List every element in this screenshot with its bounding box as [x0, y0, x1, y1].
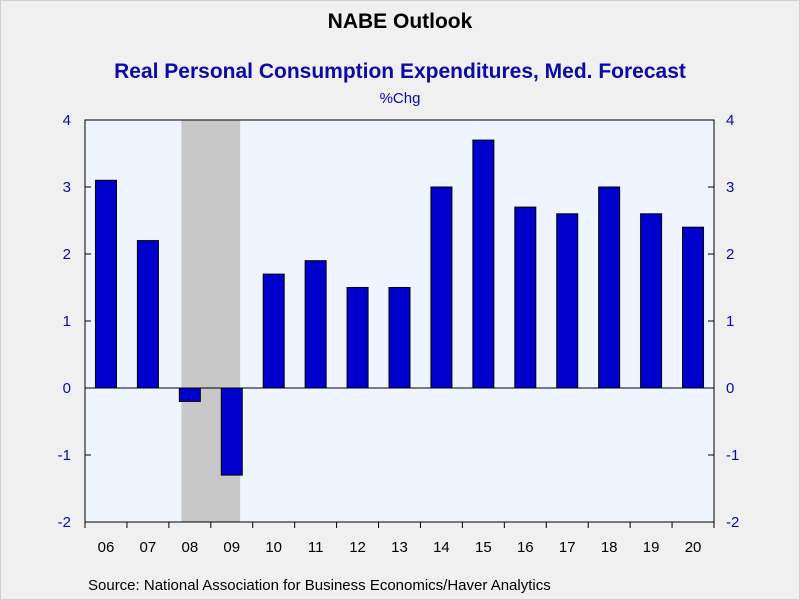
y-tick-label-left: 1: [63, 313, 71, 330]
y-tick-label-left: -1: [58, 447, 71, 464]
bar-11: [304, 260, 327, 389]
y-tick-label-left: 0: [63, 380, 71, 397]
bar-13: [388, 287, 411, 389]
x-tick-label-12: 12: [349, 539, 366, 556]
bar-18: [598, 186, 621, 389]
bar-20: [682, 226, 705, 389]
y-tick-label-right: 3: [726, 179, 734, 196]
x-tick-label-07: 07: [140, 539, 157, 556]
x-tick-label-10: 10: [265, 539, 282, 556]
x-tick-label-08: 08: [181, 539, 198, 556]
y-tick-label-right: 0: [726, 380, 734, 397]
x-tick-label-16: 16: [517, 539, 534, 556]
y-tick-label-right: -2: [726, 514, 739, 531]
source-note: Source: National Association for Busines…: [88, 577, 551, 594]
y-tick-label-right: -1: [726, 447, 739, 464]
y-tick-label-left: -2: [58, 514, 71, 531]
x-tick-label-11: 11: [308, 539, 324, 556]
x-tick-label-15: 15: [475, 539, 492, 556]
bar-10: [262, 273, 285, 389]
bar-17: [556, 213, 579, 389]
y-tick-label-left: 2: [63, 246, 71, 263]
y-tick-label-right: 1: [726, 313, 734, 330]
x-tick-label-20: 20: [685, 539, 702, 556]
bar-08: [178, 387, 201, 402]
x-tick-label-18: 18: [601, 539, 618, 556]
bar-07: [136, 240, 159, 389]
x-tick-label-19: 19: [643, 539, 660, 556]
x-tick-label-17: 17: [559, 539, 576, 556]
bar-12: [346, 287, 369, 389]
x-tick-label-09: 09: [223, 539, 240, 556]
x-tick-label-14: 14: [433, 539, 450, 556]
unit-label: %Chg: [379, 90, 421, 107]
chart-title: NABE Outlook: [327, 10, 473, 33]
y-tick-label-left: 4: [63, 112, 71, 129]
chart-subtitle: Real Personal Consumption Expenditures, …: [114, 60, 686, 83]
x-tick-label-13: 13: [391, 539, 408, 556]
bar-16: [514, 206, 537, 389]
x-tick-label-06: 06: [98, 539, 115, 556]
bar-19: [640, 213, 663, 389]
bar-06: [94, 179, 117, 389]
y-tick-label-right: 2: [726, 246, 734, 263]
bar-09: [220, 387, 243, 476]
y-tick-label-right: 4: [726, 112, 734, 129]
bar-14: [430, 186, 453, 389]
y-tick-label-left: 3: [63, 179, 71, 196]
bar-15: [472, 139, 495, 389]
